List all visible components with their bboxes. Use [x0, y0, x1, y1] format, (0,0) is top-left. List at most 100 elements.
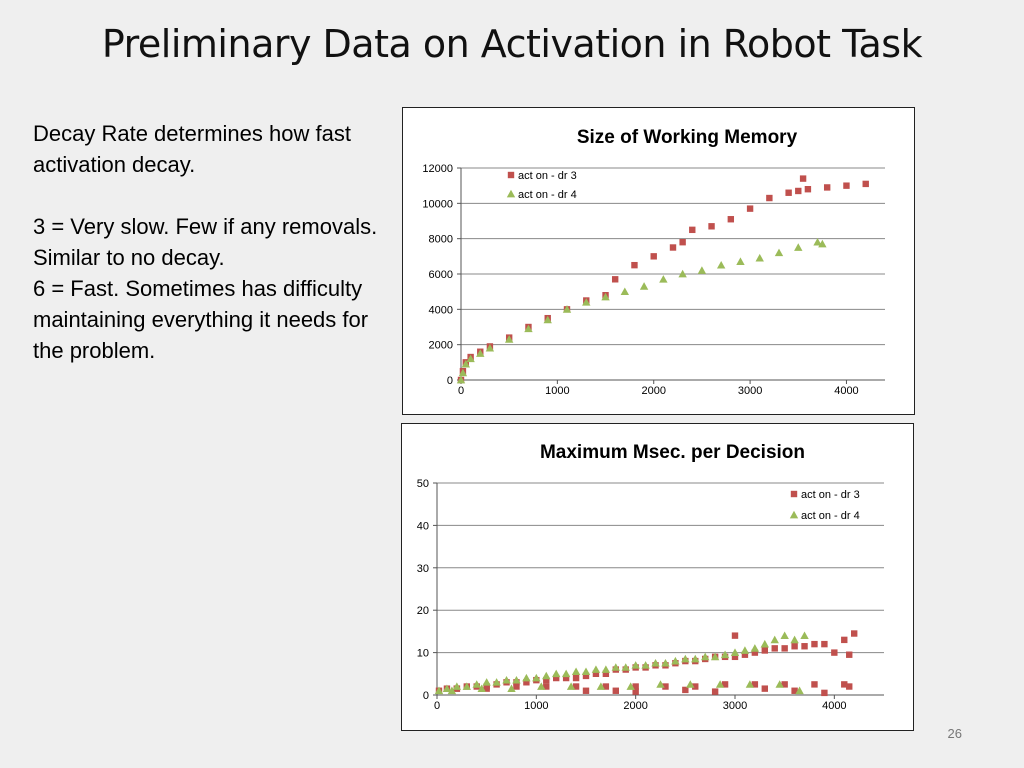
data-point	[592, 670, 600, 677]
data-point	[799, 175, 807, 182]
data-point	[710, 652, 720, 661]
data-point	[736, 257, 745, 265]
legend-marker	[506, 189, 516, 198]
x-tick-label: 1000	[545, 385, 569, 397]
data-point	[553, 674, 560, 682]
data-point	[482, 678, 491, 686]
data-point	[843, 182, 850, 189]
data-point	[572, 683, 580, 690]
data-point	[602, 683, 610, 690]
data-point	[512, 675, 521, 684]
x-tick-label: 3000	[738, 385, 762, 397]
data-point	[790, 635, 799, 644]
series-dr4	[434, 631, 809, 695]
data-point	[591, 665, 601, 673]
data-point	[746, 205, 754, 212]
data-point	[566, 682, 576, 690]
data-point	[715, 680, 725, 688]
data-point	[532, 673, 541, 682]
body-text: Decay Rate determines how fast activatio…	[33, 118, 383, 366]
body-paragraph-fast: 6 = Fast. Sometimes has difficulty maint…	[33, 276, 369, 363]
data-point	[741, 651, 749, 658]
data-point	[656, 680, 665, 688]
working-memory-chart-svg: Size of Working Memory 0 2000 4000 6000 8000 1…	[422, 127, 885, 397]
data-point	[818, 239, 827, 248]
data-point	[659, 275, 668, 283]
data-point	[626, 682, 635, 690]
legend-label: act on - dr 4	[518, 189, 577, 201]
y-tick-label: 30	[417, 563, 429, 575]
data-point	[801, 643, 808, 650]
data-point	[751, 649, 759, 656]
data-point	[720, 650, 730, 659]
paragraph-gap	[33, 180, 383, 211]
y-tick-label: 2000	[429, 340, 453, 352]
data-point	[800, 631, 809, 639]
working-memory-chart: Size of Working Memory 0 2000 4000 6000 8000 1…	[402, 107, 915, 415]
data-point	[671, 656, 680, 665]
data-point	[476, 349, 485, 357]
data-point	[791, 687, 798, 694]
x-tick-label: 2000	[641, 385, 665, 397]
data-point	[771, 645, 778, 652]
data-point	[846, 651, 853, 658]
data-point	[552, 669, 561, 678]
data-point	[641, 661, 650, 669]
data-point	[727, 216, 735, 223]
data-point	[485, 344, 495, 352]
legend-label: act on - dr 3	[518, 170, 577, 182]
data-point	[571, 667, 581, 676]
data-point	[823, 184, 831, 191]
data-point	[795, 686, 804, 695]
data-point	[841, 636, 848, 644]
data-point	[611, 663, 620, 671]
data-point	[681, 654, 690, 663]
data-point	[774, 248, 784, 257]
data-point	[602, 670, 610, 677]
y-tick-label: 10	[417, 648, 429, 660]
data-point	[781, 645, 788, 652]
data-point	[781, 681, 788, 688]
max-msec-chart-svg: Maximum Msec. per Decision 0 10 20 30 40 50 0 10…	[417, 442, 884, 712]
data-point	[841, 681, 848, 688]
data-point	[862, 180, 869, 188]
data-point	[731, 653, 739, 661]
x-tick-label: 0	[434, 700, 440, 712]
data-point	[689, 226, 696, 234]
y-tick-label: 4000	[429, 304, 453, 316]
body-paragraph-slow: 3 = Very slow. Few if any removals. Simi…	[33, 214, 378, 270]
max-msec-chart: Maximum Msec. per Decision 0 10 20 30 40 50 0 10…	[401, 423, 914, 731]
data-point	[795, 187, 802, 195]
data-point	[477, 684, 486, 692]
data-point	[813, 238, 822, 246]
data-point	[750, 644, 760, 652]
data-point	[686, 680, 695, 688]
data-point	[447, 686, 457, 695]
legend-marker	[790, 490, 798, 498]
data-point	[760, 639, 769, 648]
data-point	[621, 663, 630, 671]
data-point	[678, 269, 687, 278]
data-point	[846, 683, 853, 690]
data-point	[831, 649, 838, 656]
data-point	[716, 260, 726, 269]
data-point	[492, 678, 501, 686]
y-tick-label: 20	[417, 605, 429, 617]
data-point	[761, 685, 768, 692]
data-point	[679, 239, 686, 246]
data-point	[651, 659, 660, 667]
x-tick-label: 4000	[822, 700, 846, 712]
legend-marker	[507, 171, 515, 179]
data-point	[740, 646, 750, 654]
data-point	[791, 643, 798, 650]
data-point	[708, 223, 715, 230]
series-dr4	[456, 238, 827, 384]
data-point	[513, 683, 520, 690]
data-point	[562, 305, 572, 313]
data-point	[632, 688, 639, 695]
data-point	[682, 686, 689, 694]
data-point	[601, 665, 611, 673]
data-point	[466, 354, 475, 363]
chart-title: Maximum Msec. per Decision	[540, 442, 805, 463]
body-paragraph-decay-rate: Decay Rate determines how fast activatio…	[33, 121, 351, 177]
